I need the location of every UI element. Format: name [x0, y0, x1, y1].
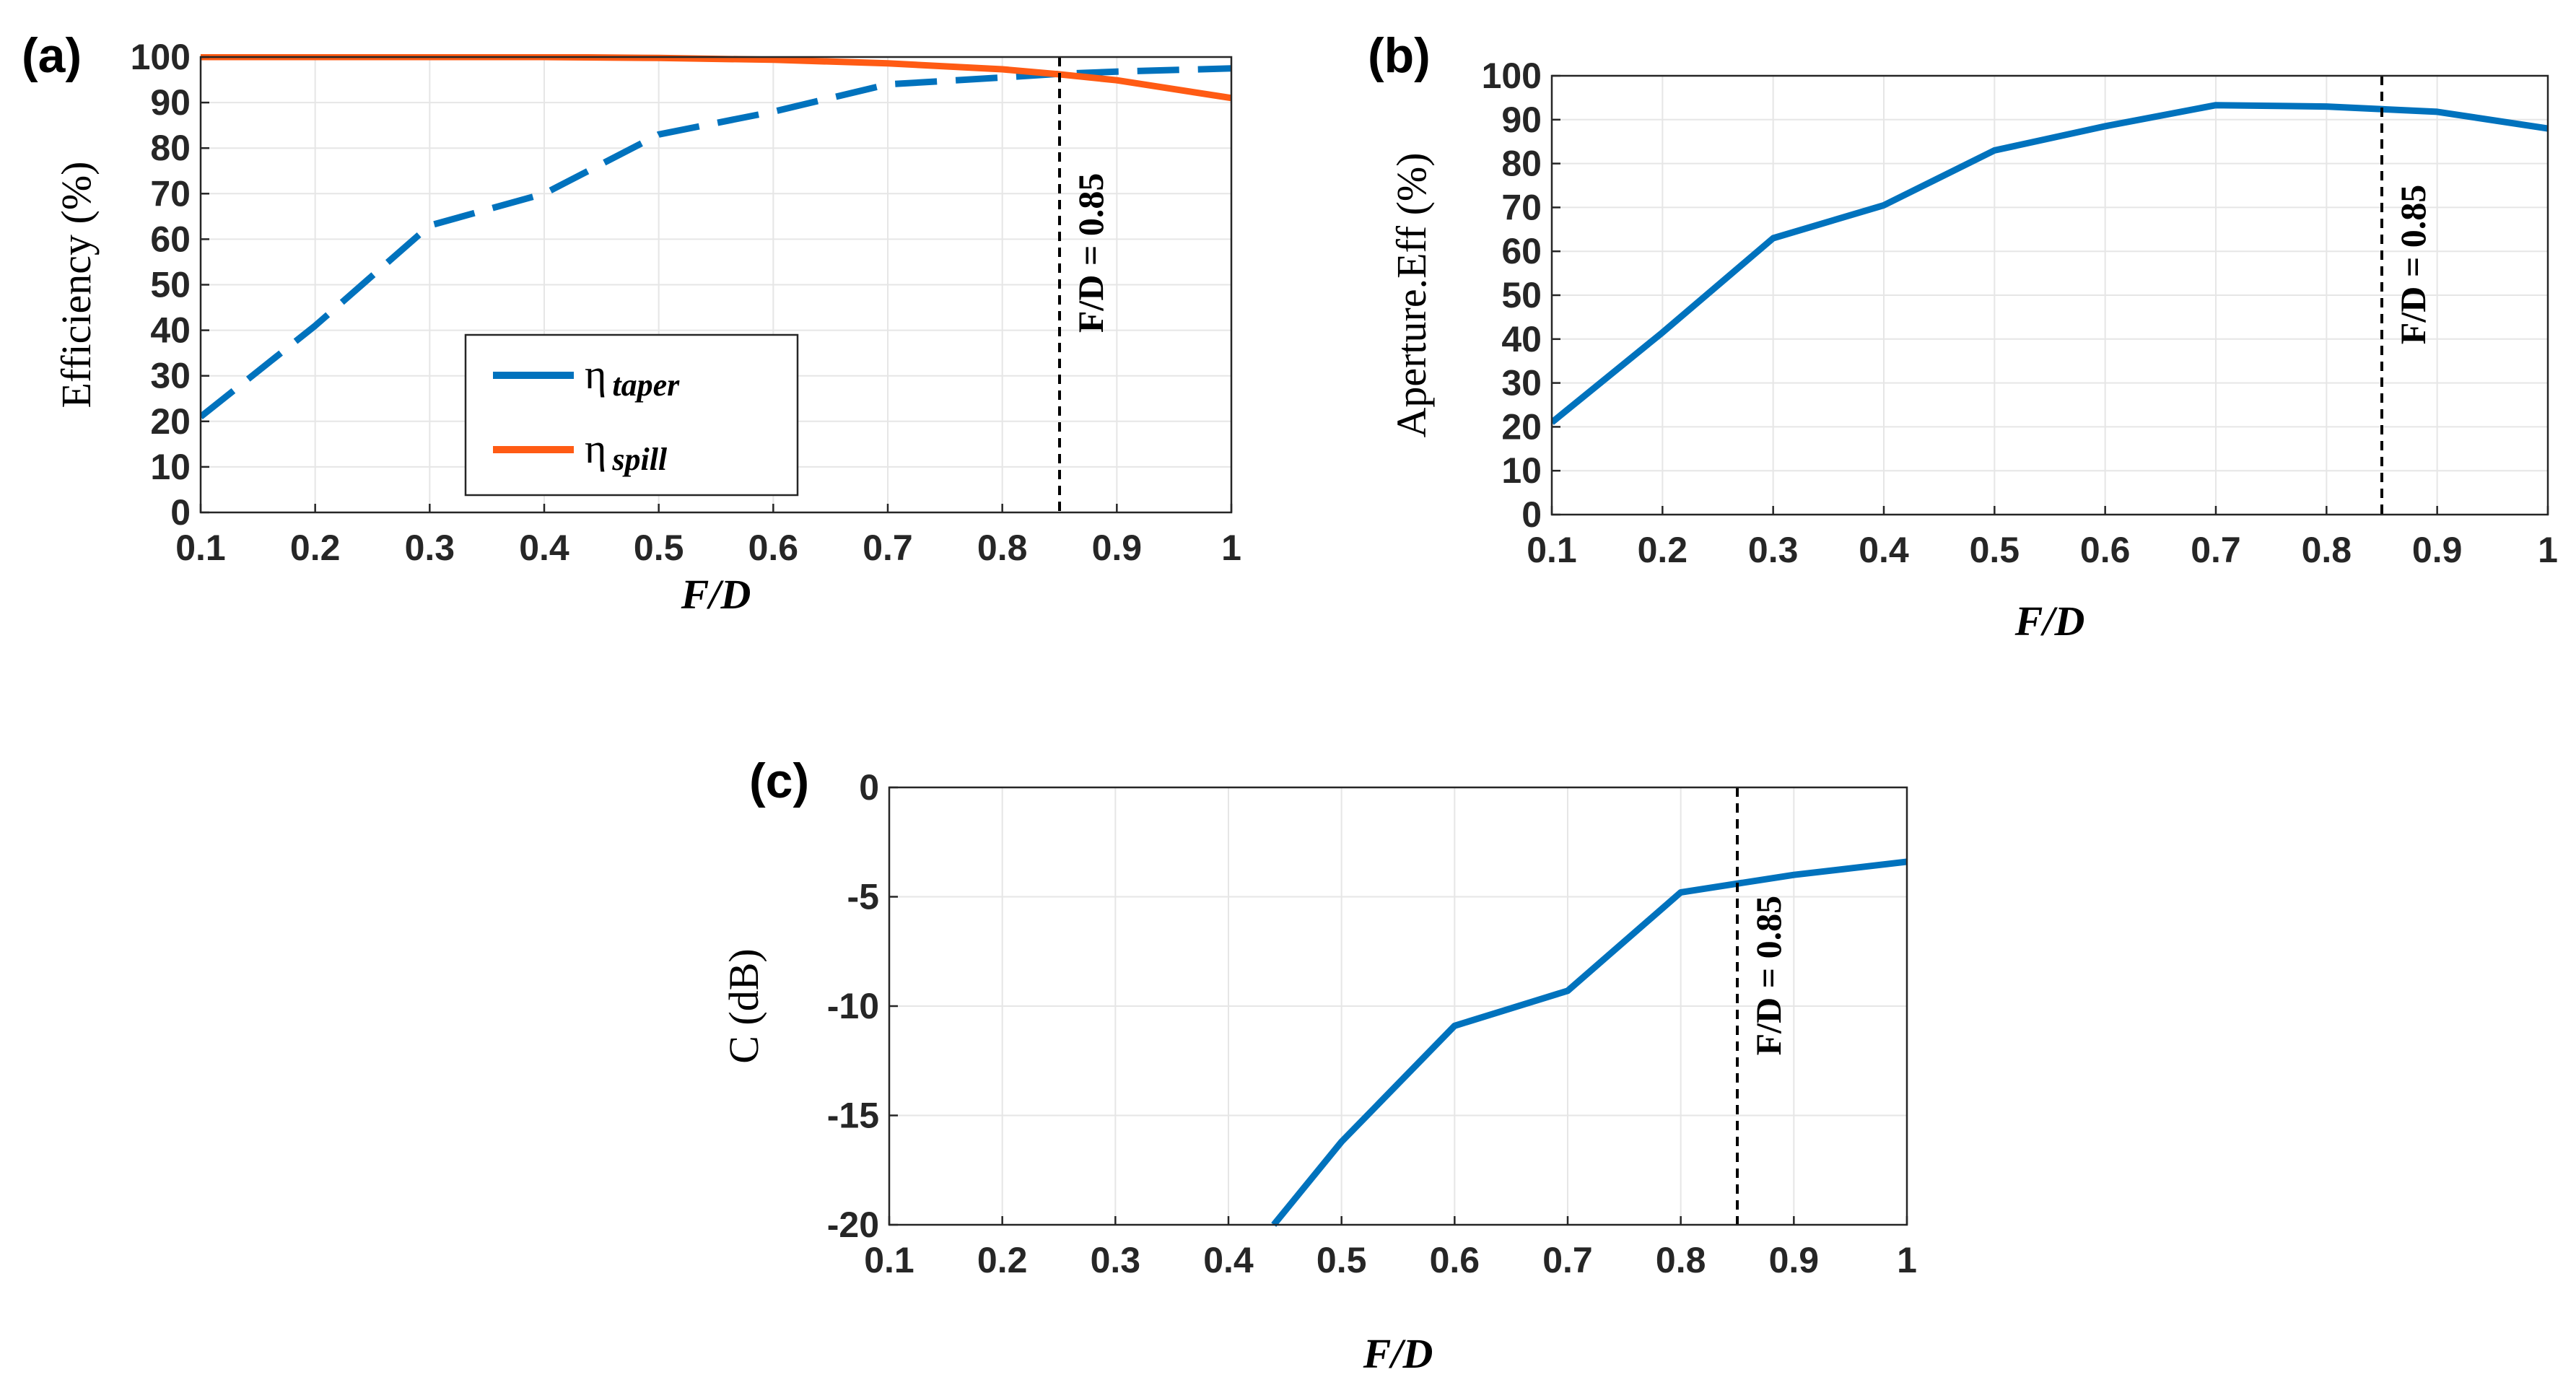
y-axis-label: Aperture.Eff (%) — [1388, 152, 1435, 437]
x-axis-label: F/D — [1363, 1330, 1433, 1377]
x-tick-label: 0.4 — [1203, 1240, 1254, 1280]
legend-entry-taper: η taper — [585, 351, 680, 403]
fd-marker-label: F/D = 0.85 — [1748, 896, 1789, 1056]
x-tick-label: 0.4 — [1859, 530, 1909, 570]
panel-label: (a) — [22, 28, 82, 83]
y-tick-label: 90 — [150, 82, 191, 123]
y-axis-label: Efficiency (%) — [53, 162, 100, 409]
x-axis-label: F/D — [2014, 598, 2085, 645]
y-tick-label: 40 — [1501, 319, 1542, 359]
y-tick-label: 10 — [150, 447, 191, 487]
panel-a: F/D = 0.850.1 0.2 0.3 0.4 0.5 0.6 0.7 0.8 0.9 101… — [22, 28, 1241, 618]
series-line-main — [1271, 858, 1907, 1227]
x-tick-label: 0.1 — [1527, 530, 1577, 570]
x-tick-label: 0.3 — [1091, 1240, 1141, 1280]
panel-c: F/D = 0.85 0.1 0.2 0.3 0.4 0.5 0.6 0.7 0.8 0.9 1 0 -… — [720, 753, 1917, 1377]
x-tick-label: 0.5 — [634, 528, 684, 568]
x-tick-label: 0.1 — [864, 1240, 914, 1280]
x-tick-label: 0.2 — [1638, 530, 1688, 570]
y-tick-label: -10 — [827, 986, 879, 1026]
x-tick-label: 0.9 — [1092, 528, 1143, 568]
panel-label: (b) — [1368, 28, 1431, 83]
x-tick-label: 0.6 — [1430, 1240, 1480, 1280]
legend-entry-spill: η spill — [585, 425, 668, 477]
y-tick-label: 90 — [1501, 100, 1542, 140]
y-tick-label: 30 — [1501, 363, 1542, 403]
legend-box — [464, 333, 799, 497]
x-tick-label: 0.8 — [1656, 1240, 1706, 1280]
y-tick-label: 20 — [150, 401, 191, 442]
x-tick-label: 0.6 — [2080, 530, 2131, 570]
fd-marker-label: F/D = 0.85 — [2393, 185, 2433, 345]
x-axis-label: F/D — [681, 571, 751, 618]
panel-label: (c) — [749, 753, 809, 808]
x-tick-label: 1 — [2538, 530, 2558, 570]
panel-b: F/D = 0.850.1 0.2 0.3 0.4 0.5 0.6 0.7 0.8 0.9 101… — [1368, 28, 2558, 645]
x-tick-label: 0.3 — [1748, 530, 1799, 570]
y-tick-label: 0 — [170, 492, 191, 533]
x-tick-label: 0.2 — [977, 1240, 1028, 1280]
x-tick-label: 0.6 — [748, 528, 799, 568]
y-tick-label: 20 — [1501, 406, 1542, 447]
y-tick-label: 100 — [1482, 56, 1542, 96]
y-tick-label: 60 — [150, 219, 191, 259]
x-tick-label: 0.7 — [1542, 1240, 1593, 1280]
y-tick-label: 80 — [150, 128, 191, 168]
y-tick-label: 60 — [1501, 231, 1542, 271]
x-tick-label: 0.9 — [2412, 530, 2463, 570]
x-tick-label: 0.5 — [1317, 1240, 1367, 1280]
y-tick-label: 0 — [1521, 494, 1542, 535]
y-tick-label: 50 — [150, 265, 191, 305]
x-tick-label: 0.9 — [1769, 1240, 1820, 1280]
y-tick-label: 80 — [1501, 144, 1542, 184]
x-tick-label: 0.2 — [290, 528, 341, 568]
y-tick-label: 0 — [859, 767, 879, 808]
y-tick-label: 100 — [131, 37, 191, 77]
x-tick-label: 0.8 — [977, 528, 1028, 568]
x-tick-label: 0.5 — [1970, 530, 2020, 570]
x-tick-label: 0.1 — [175, 528, 226, 568]
x-tick-label: 0.8 — [2302, 530, 2352, 570]
x-tick-label: 0.4 — [519, 528, 569, 568]
y-tick-label: -15 — [827, 1096, 879, 1136]
y-tick-label: 50 — [1501, 275, 1542, 315]
y-tick-label: -5 — [847, 877, 879, 917]
y-axis-label: C (dB) — [720, 948, 767, 1064]
fd-marker-label: F/D = 0.85 — [1070, 173, 1111, 333]
y-tick-label: 40 — [150, 310, 191, 351]
y-tick-label: 30 — [150, 356, 191, 396]
y-tick-label: 70 — [1501, 187, 1542, 227]
y-tick-label: -20 — [827, 1205, 879, 1245]
y-tick-label: 10 — [1501, 450, 1542, 491]
x-tick-label: 1 — [1897, 1240, 1917, 1280]
x-tick-label: 0.7 — [863, 528, 913, 568]
legend: η taper η spill — [464, 333, 799, 497]
series-line-spill — [201, 54, 1231, 102]
y-tick-label: 70 — [150, 173, 191, 214]
x-tick-label: 0.3 — [405, 528, 455, 568]
x-tick-label: 1 — [1221, 528, 1241, 568]
x-tick-label: 0.7 — [2191, 530, 2241, 570]
